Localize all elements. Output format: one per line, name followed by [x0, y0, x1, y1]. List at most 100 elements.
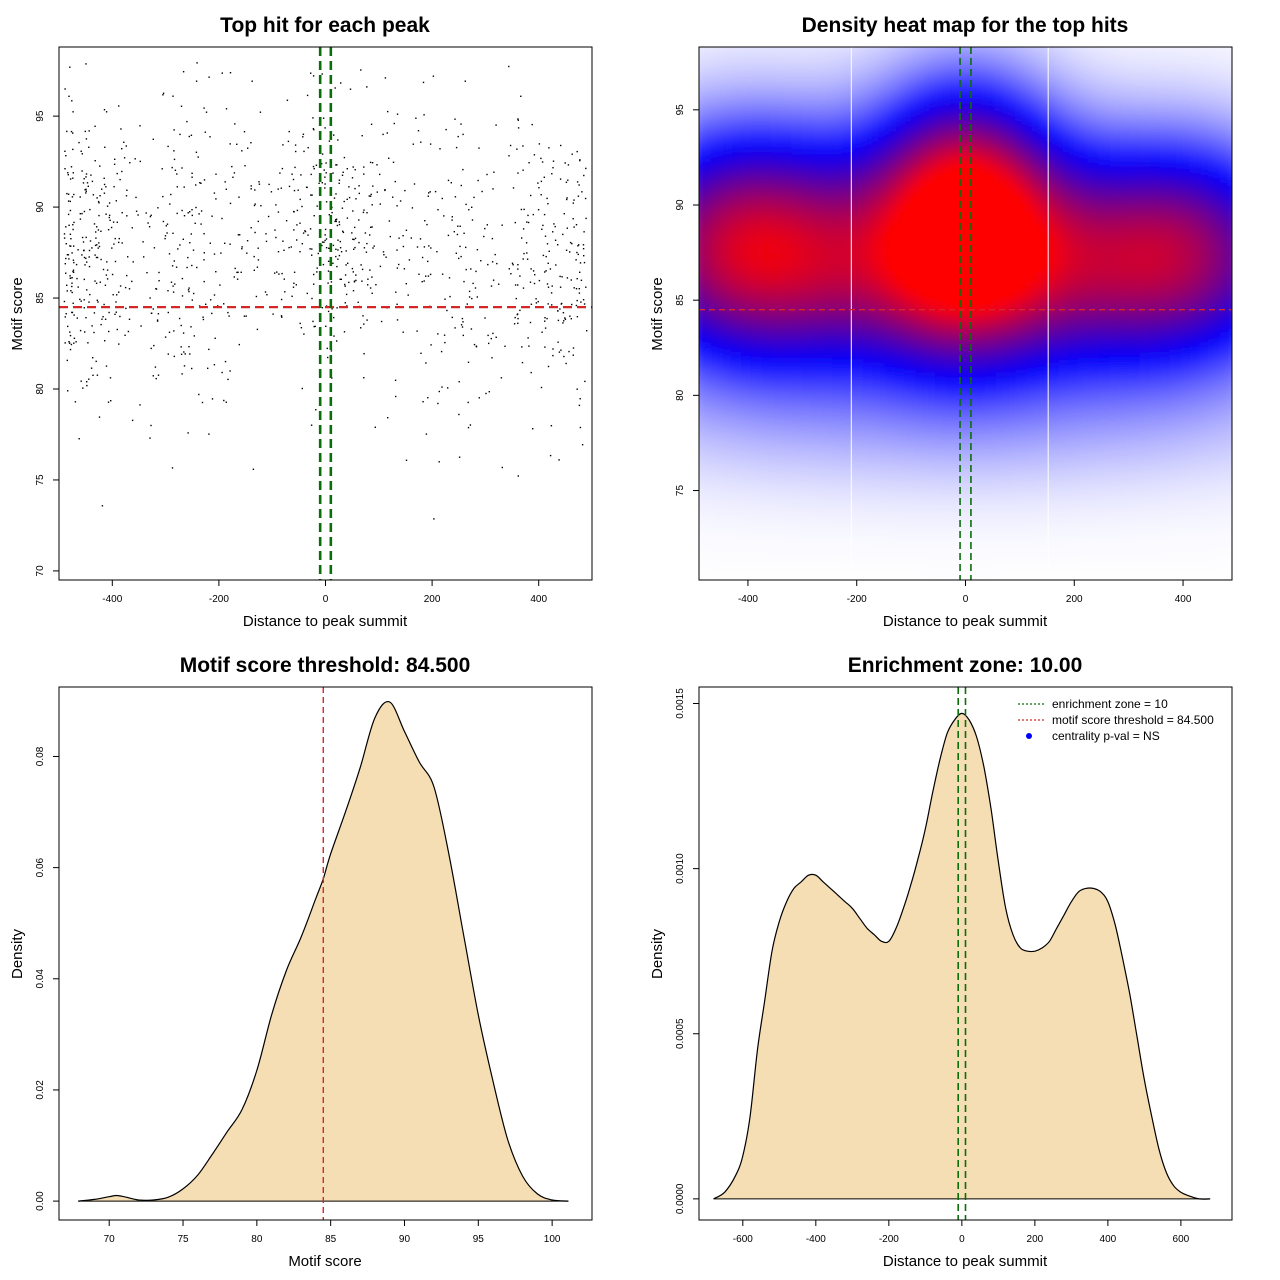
heat-cell: [801, 57, 813, 69]
heat-cell: [975, 313, 987, 325]
heat-cell: [945, 200, 956, 212]
heat-cell: [883, 334, 895, 345]
heat-cell: [904, 200, 915, 212]
heat-cell: [996, 129, 1008, 140]
scatter-point: [173, 260, 175, 262]
heat-cell: [699, 549, 710, 561]
heat-cell: [893, 405, 905, 417]
heat-cell: [729, 139, 741, 151]
heat-cell: [699, 375, 710, 386]
heat-cell: [811, 170, 823, 181]
scatter-point: [427, 195, 429, 197]
heat-cell: [1191, 221, 1202, 233]
heat-cell: [1170, 118, 1182, 130]
heat-cell: [719, 47, 731, 48]
heat-cell: [904, 334, 915, 345]
scatter-point: [354, 226, 356, 229]
heat-cell: [770, 57, 782, 69]
scatter-point: [581, 191, 583, 193]
scatter-point: [416, 330, 418, 332]
heat-cell: [975, 57, 987, 69]
heat-cell: [1027, 498, 1038, 509]
scatter-point: [68, 224, 70, 226]
heat-cell: [730, 580, 741, 591]
heat-cell: [945, 108, 956, 120]
heat-cell: [975, 98, 987, 110]
scatter-point: [221, 371, 223, 374]
heat-cell: [883, 375, 895, 386]
heat-cell: [1078, 467, 1090, 479]
scatter-point: [79, 298, 81, 301]
heat-cell: [1221, 231, 1232, 243]
heat-cell: [904, 57, 915, 69]
heat-cell: [781, 344, 792, 356]
heat-cell: [1109, 528, 1120, 540]
scatter-point: [180, 353, 183, 355]
scatter-point: [354, 237, 357, 240]
heat-cell: [709, 416, 721, 427]
heat-cell: [750, 549, 762, 561]
scatter-point: [493, 171, 495, 173]
heat-cell: [822, 313, 833, 325]
heat-cell: [1027, 67, 1038, 79]
heat-cell: [699, 221, 710, 233]
score-density-x-tick-label: 100: [544, 1234, 561, 1245]
scatter-point: [293, 189, 296, 192]
heat-cell: [965, 159, 977, 171]
heat-cell: [945, 416, 956, 427]
heat-cell: [1139, 241, 1151, 253]
heatmap-x-ticks: -400 -200 0 200 400: [738, 580, 1192, 605]
scatter-point: [131, 227, 133, 229]
scatter-point: [208, 433, 210, 435]
heat-cell: [781, 200, 792, 212]
heat-cell: [852, 344, 864, 356]
scatter-point: [167, 290, 169, 292]
scatter-point: [491, 357, 493, 359]
scatter-point: [64, 168, 66, 170]
heat-cell: [893, 334, 905, 345]
heat-cell: [1057, 559, 1069, 571]
heat-cell: [934, 272, 946, 284]
heat-cell: [811, 559, 823, 571]
heat-cell: [1191, 580, 1202, 591]
scatter-point: [544, 346, 546, 348]
heat-cell: [1119, 180, 1131, 192]
heat-cell: [986, 559, 997, 571]
heat-cell: [791, 467, 803, 479]
heat-cell: [1191, 539, 1202, 550]
heat-cell: [1027, 334, 1038, 345]
heat-cell: [1129, 200, 1141, 212]
scatter-point: [416, 246, 419, 248]
scatter-point: [203, 107, 205, 109]
heat-cell: [1027, 241, 1038, 253]
scatter-point: [343, 331, 346, 333]
heat-cell: [852, 57, 864, 69]
scatter-point: [73, 261, 75, 264]
heat-cell: [1078, 98, 1090, 110]
heat-cell: [781, 446, 792, 458]
heat-cell: [1078, 508, 1090, 520]
heat-cell: [1129, 323, 1141, 335]
scatter-point: [576, 181, 579, 183]
scatter-point: [211, 312, 213, 315]
scatter-point: [224, 360, 227, 363]
heat-cell: [1006, 190, 1018, 202]
heat-cell: [750, 354, 762, 366]
heat-cell: [1068, 498, 1079, 509]
heat-cell: [1150, 477, 1161, 489]
scatter-point: [485, 392, 487, 395]
heat-cell: [934, 170, 946, 181]
heat-cell: [1232, 355, 1243, 366]
heat-cell: [873, 344, 885, 356]
heat-cell: [1129, 57, 1141, 69]
heat-cell: [1211, 47, 1223, 48]
heat-cell: [914, 118, 926, 130]
heat-cell: [1068, 385, 1079, 397]
heatmap-y-axis-label: Motif score: [649, 277, 666, 350]
heat-cell: [729, 528, 741, 540]
heat-cell: [1068, 241, 1079, 253]
heat-cell: [924, 272, 936, 284]
scatter-point: [70, 290, 72, 292]
heat-cell: [1027, 477, 1038, 489]
scatter-point: [492, 279, 495, 281]
